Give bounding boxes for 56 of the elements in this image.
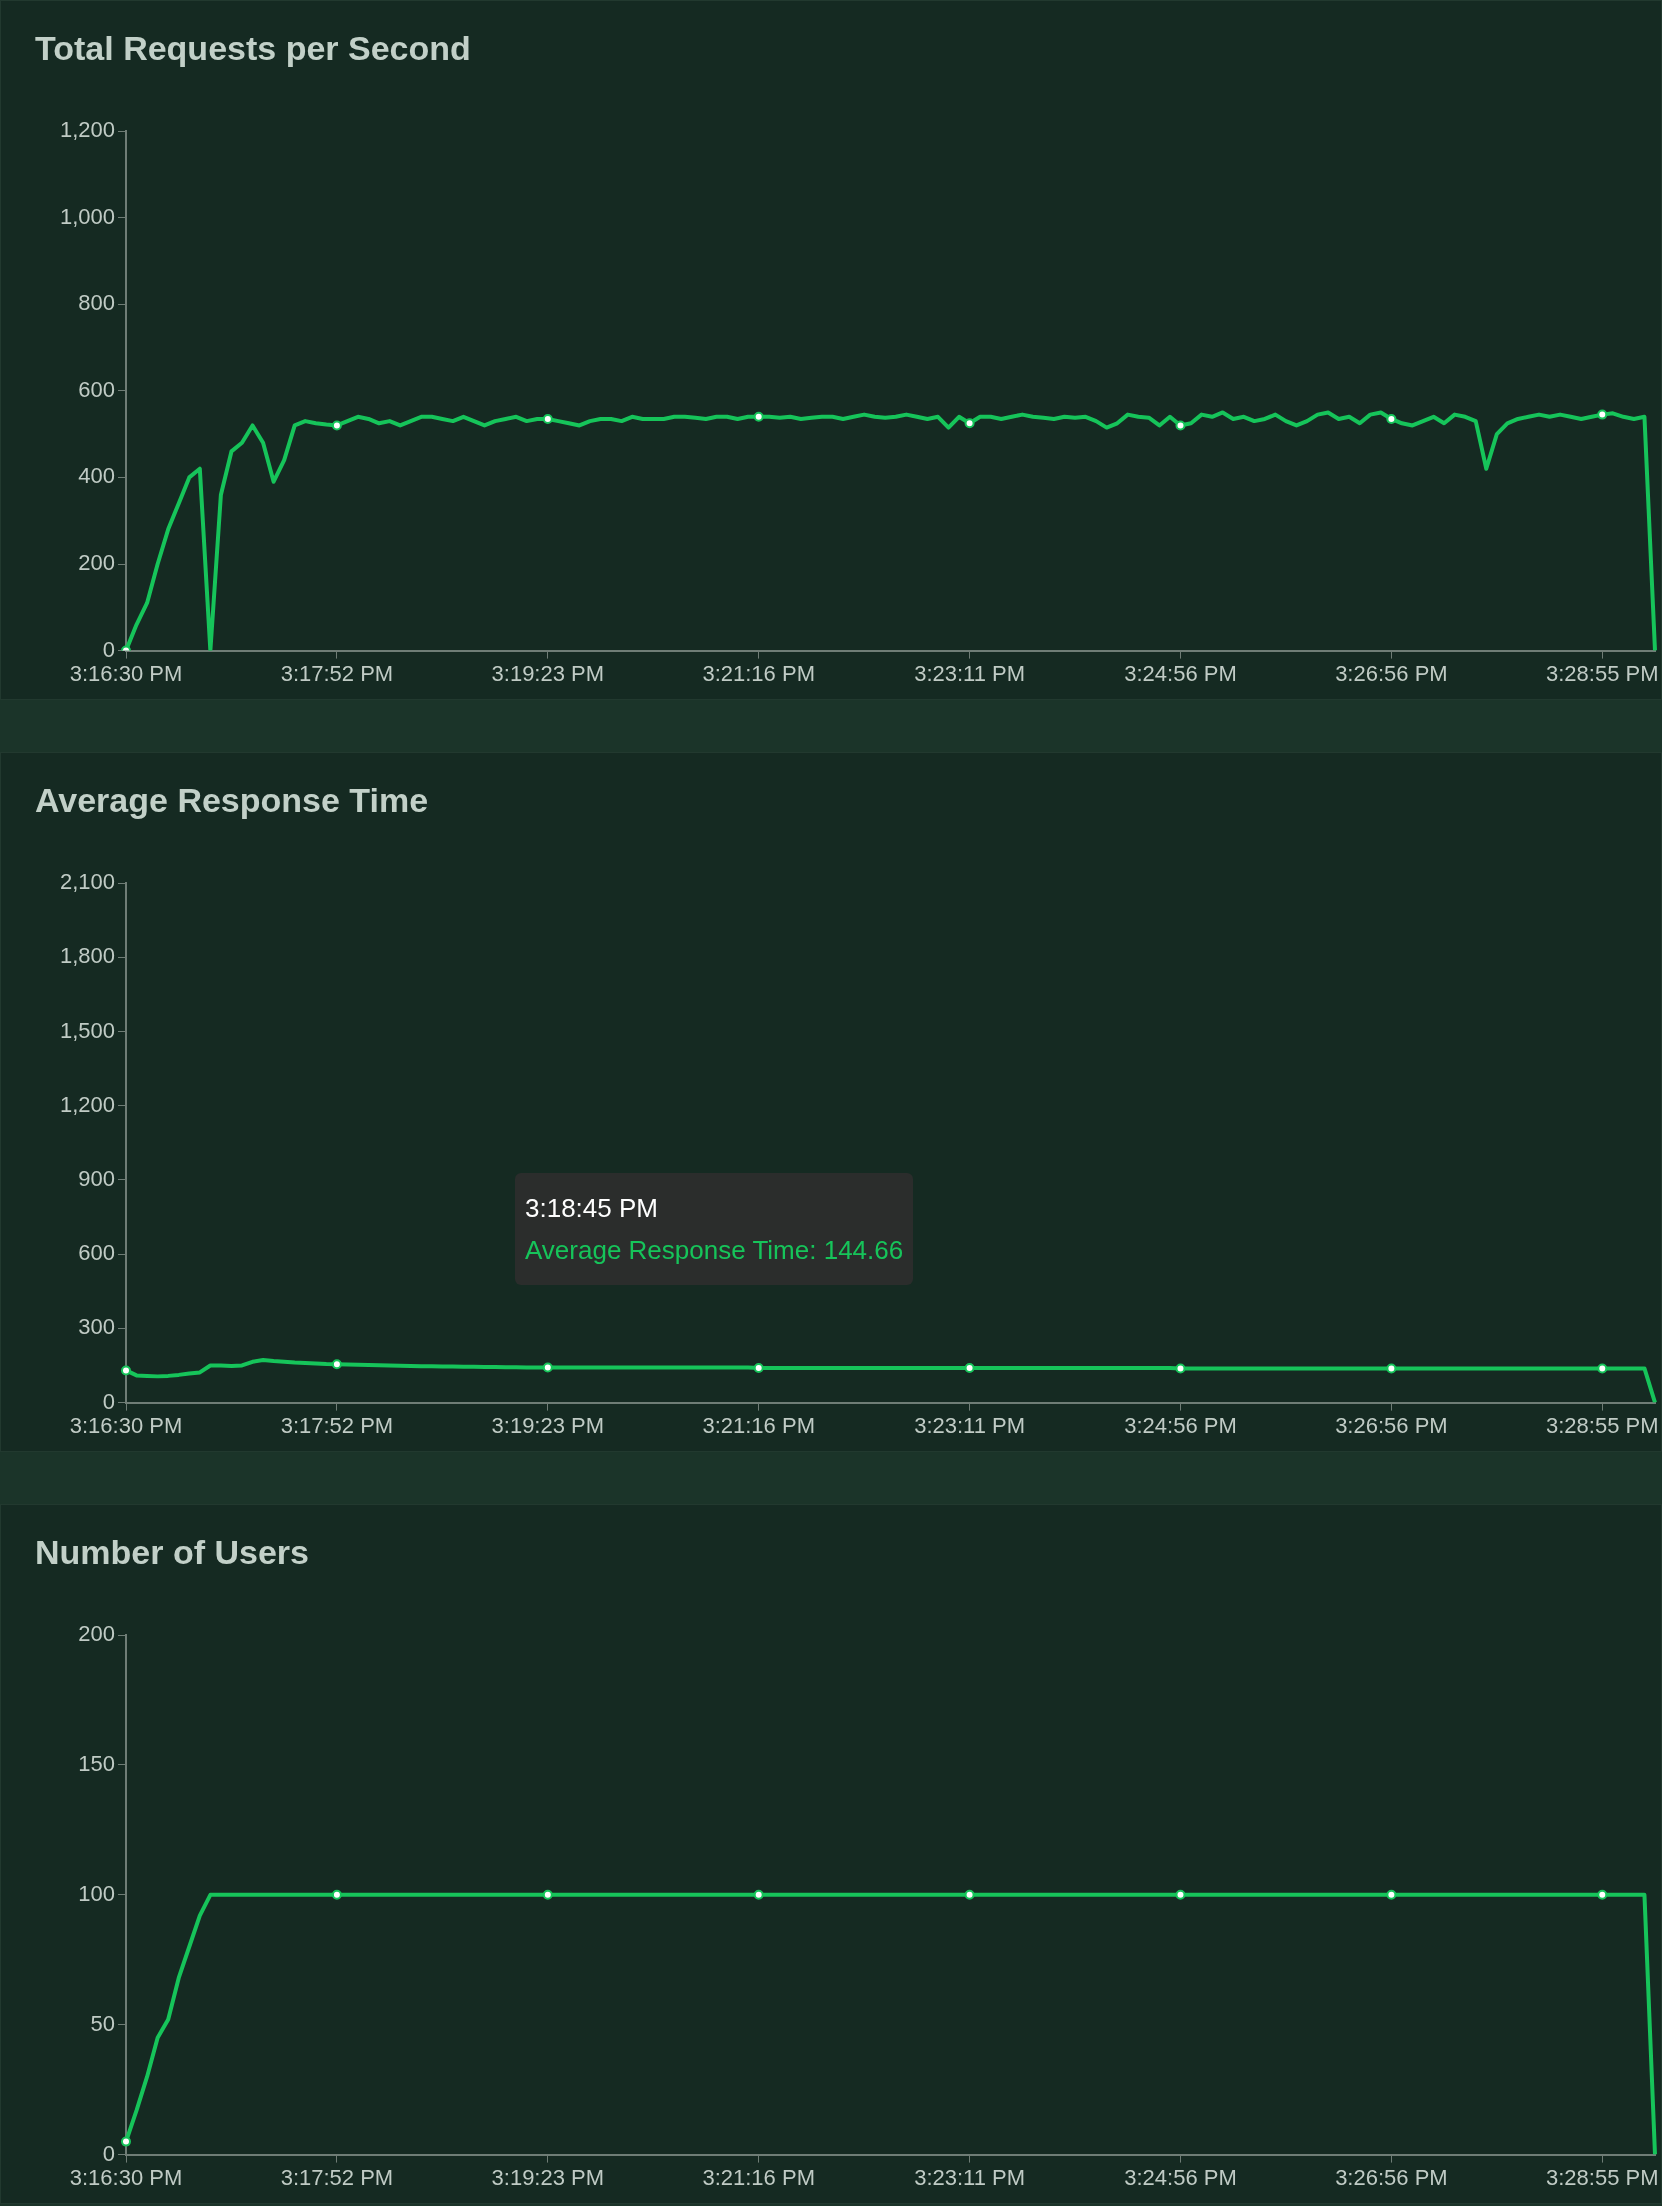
x-tick-label: 3:17:52 PM xyxy=(280,1412,394,1438)
x-tick-label: 3:16:30 PM xyxy=(69,660,183,686)
x-tick-label: 3:19:23 PM xyxy=(491,1412,605,1438)
y-tick-label: 1,000 xyxy=(59,203,115,229)
x-tick-label: 3:28:55 PM xyxy=(1546,2164,1659,2190)
y-tick-label: 1,200 xyxy=(59,1091,115,1117)
y-tick-label: 50 xyxy=(90,2010,115,2036)
x-tick-label: 3:23:11 PM xyxy=(914,660,1026,686)
x-tick-label: 3:26:56 PM xyxy=(1335,2164,1448,2190)
y-tick-label: 1,200 xyxy=(59,117,115,143)
x-tick-label: 3:19:23 PM xyxy=(491,2164,605,2190)
chart-title: Total Requests per Second xyxy=(35,29,471,68)
y-tick-label: 1,500 xyxy=(59,1017,115,1043)
x-tick-label: 3:21:16 PM xyxy=(702,1412,815,1438)
chart-title: Average Response Time xyxy=(35,781,429,820)
y-tick-label: 800 xyxy=(78,290,115,316)
annotation: Average Response Time: 144.66 xyxy=(525,1234,904,1267)
y-tick-label: 0 xyxy=(102,636,115,662)
point xyxy=(964,418,975,429)
y-tick-label: 100 xyxy=(78,1880,115,1906)
x-tick-label: 3:21:16 PM xyxy=(702,660,815,686)
x-tick-label: 3:23:11 PM xyxy=(914,1412,1026,1438)
point xyxy=(542,413,553,424)
y-tick-label: 0 xyxy=(102,1388,115,1414)
point xyxy=(753,411,764,422)
x-tick-label: 3:17:52 PM xyxy=(280,660,394,686)
y-tick-label: 200 xyxy=(78,550,115,576)
x-tick-label: 3:24:56 PM xyxy=(1124,1412,1237,1438)
chart-title: Number of Users xyxy=(35,1533,309,1572)
x-tick-label: 3:28:55 PM xyxy=(1546,1412,1659,1438)
x-tick-label: 3:17:52 PM xyxy=(280,2164,394,2190)
y-tick-label: 600 xyxy=(78,1240,115,1266)
y-tick-label: 900 xyxy=(78,1165,115,1191)
annotation: 3:18:45 PM xyxy=(525,1192,659,1225)
point xyxy=(1386,413,1397,424)
x-tick-label: 3:19:23 PM xyxy=(491,660,605,686)
point xyxy=(331,420,342,431)
x-tick-label: 3:24:56 PM xyxy=(1124,660,1237,686)
y-tick-label: 0 xyxy=(102,2140,115,2166)
y-tick-label: 200 xyxy=(78,1621,115,1647)
point xyxy=(1597,409,1608,420)
y-tick-label: 1,800 xyxy=(59,943,115,969)
y-tick-label: 400 xyxy=(78,463,115,489)
y-tick-label: 600 xyxy=(78,376,115,402)
y-tick-label: 300 xyxy=(78,1314,115,1340)
x-tick-label: 3:24:56 PM xyxy=(1124,2164,1237,2190)
y-tick-label: 2,100 xyxy=(59,869,115,895)
x-tick-label: 3:26:56 PM xyxy=(1335,660,1448,686)
x-tick-label: 3:21:16 PM xyxy=(702,2164,815,2190)
x-tick-label: 3:16:30 PM xyxy=(69,1412,183,1438)
point xyxy=(1175,420,1186,431)
x-tick-label: 3:16:30 PM xyxy=(69,2164,183,2190)
x-tick-label: 3:26:56 PM xyxy=(1335,1412,1448,1438)
x-tick-label: 3:28:55 PM xyxy=(1546,660,1659,686)
y-tick-label: 150 xyxy=(78,1750,115,1776)
x-tick-label: 3:23:11 PM xyxy=(914,2164,1026,2190)
